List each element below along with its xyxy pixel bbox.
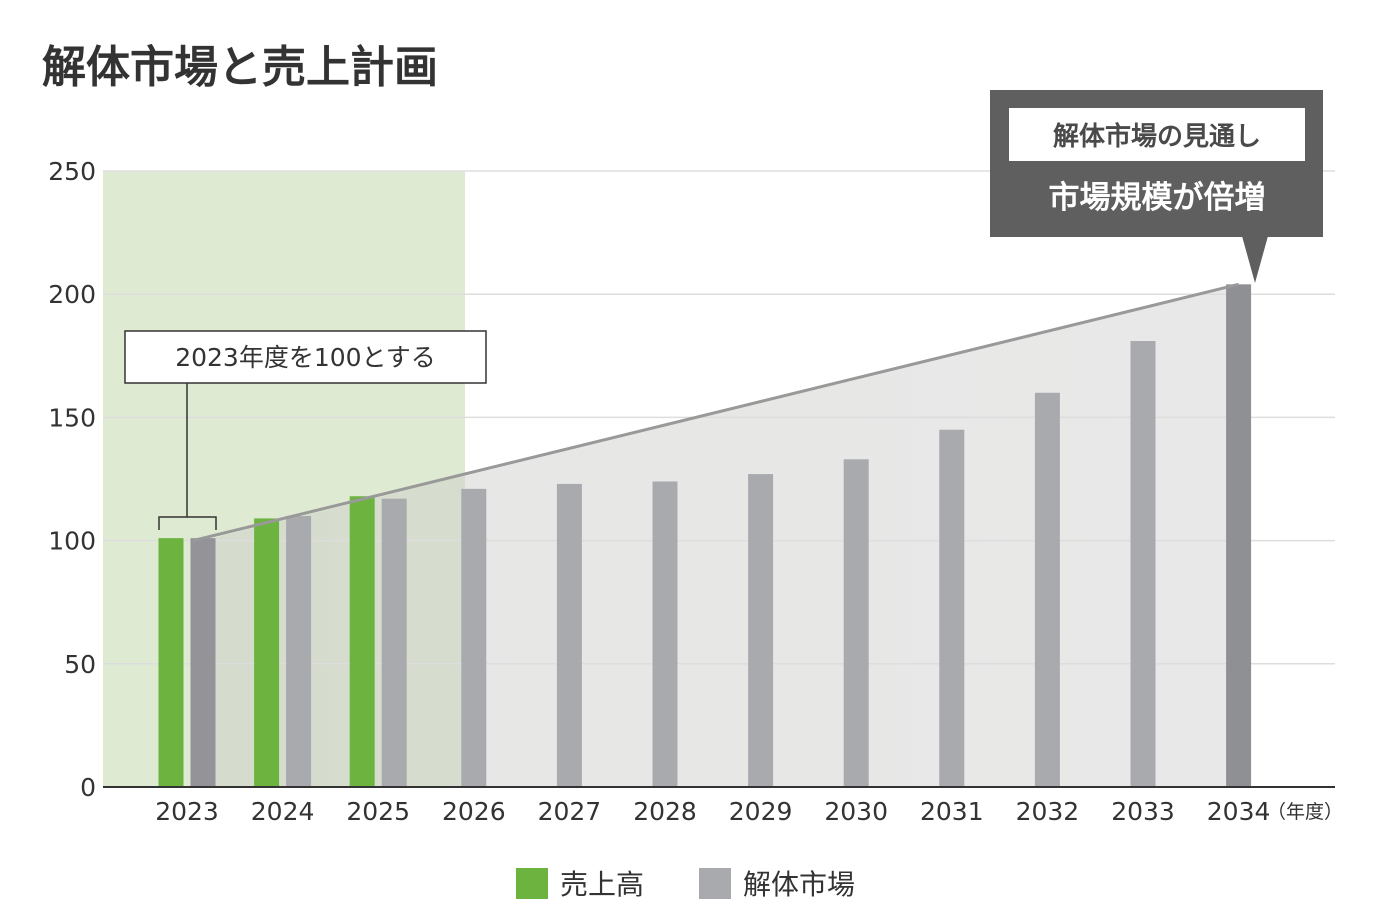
bar-market-2029: [748, 474, 774, 787]
y-tick-label: 0: [80, 773, 96, 802]
x-tick-label: 2032: [1016, 797, 1080, 826]
x-tick-label: 2029: [729, 797, 793, 826]
callout-subtitle-box: [1009, 108, 1305, 161]
bar-market-2030: [843, 459, 869, 787]
bar-sales-2024: [254, 518, 280, 787]
base-year-note: 2023年度を100とする: [175, 343, 436, 372]
x-tick-label: 2026: [442, 797, 506, 826]
x-unit-label: （年度）: [1267, 801, 1343, 823]
callout-subtitle: 解体市場の見通し: [1053, 121, 1261, 152]
x-tick-label: 2028: [633, 797, 697, 826]
x-tick-label: 2033: [1111, 797, 1175, 826]
bar-market-2023: [190, 538, 216, 787]
bar-sales-2025: [349, 496, 375, 787]
bar-sales-2023: [158, 538, 184, 787]
callout-pointer: [1242, 236, 1268, 283]
legend-label-1: 解体市場: [743, 868, 855, 901]
base-year-bracket: [158, 516, 217, 530]
y-tick-label: 100: [48, 527, 96, 556]
x-tick-label: 2031: [920, 797, 984, 826]
y-tick-label: 50: [64, 650, 96, 679]
y-tick-label: 150: [48, 403, 96, 432]
bar-market-2033: [1130, 341, 1156, 787]
bar-market-2026: [461, 488, 487, 787]
bar-market-2032: [1034, 392, 1060, 787]
bar-market-2025: [381, 498, 407, 787]
chart-title: 解体市場と売上計画: [42, 42, 438, 93]
x-tick-label: 2027: [538, 797, 602, 826]
bar-market-2034: [1226, 284, 1252, 787]
legend-swatch-0: [516, 868, 548, 899]
x-tick-label: 2023: [155, 797, 219, 826]
x-tick-label: 2030: [824, 797, 888, 826]
bar-market-2027: [556, 483, 582, 787]
y-tick-label: 200: [48, 280, 96, 309]
bar-market-2028: [652, 481, 678, 787]
x-tick-label: 2034: [1207, 797, 1271, 826]
legend-label-0: 売上高: [560, 868, 644, 901]
bar-market-2031: [939, 429, 965, 787]
trend-line: [192, 282, 1239, 543]
legend-swatch-1: [699, 868, 731, 899]
base-year-note-box: [124, 330, 487, 384]
callout-headline: 市場規模が倍増: [1049, 180, 1266, 216]
x-tick-label: 2024: [251, 797, 315, 826]
bar-market-2024: [286, 515, 312, 787]
x-tick-label: 2025: [346, 797, 410, 826]
y-tick-label: 250: [48, 157, 96, 186]
